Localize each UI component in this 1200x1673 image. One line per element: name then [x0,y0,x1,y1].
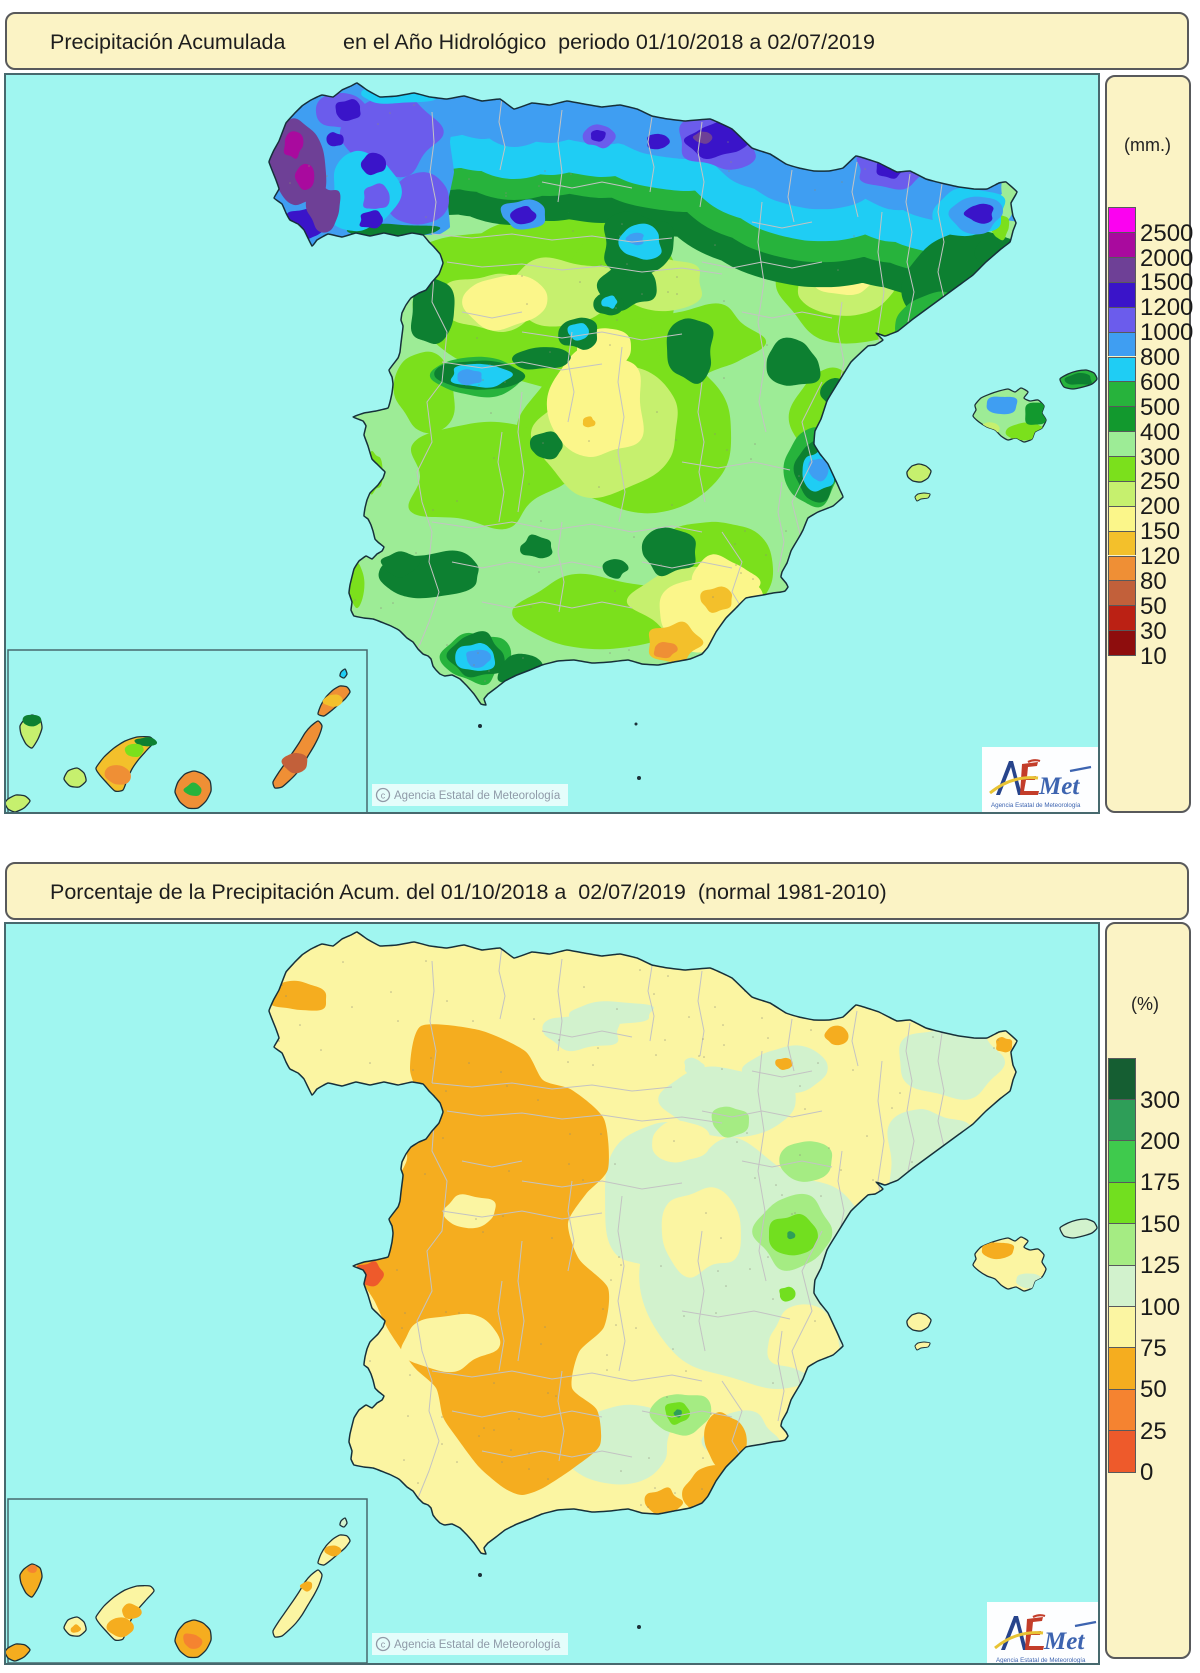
svg-text:Agencia Estatal de Meteorologí: Agencia Estatal de Meteorología [996,1657,1086,1663]
svg-text:Met: Met [1038,773,1080,800]
svg-text:Agencia Estatal de Meteorologí: Agencia Estatal de Meteorología [394,1639,561,1651]
svg-text:c: c [381,791,386,801]
svg-text:Met: Met [1043,1628,1085,1655]
svg-text:Agencia Estatal de Meteorologí: Agencia Estatal de Meteorología [394,790,561,802]
svg-text:c: c [381,1640,386,1650]
svg-text:Agencia Estatal de Meteorologí: Agencia Estatal de Meteorología [991,802,1081,809]
